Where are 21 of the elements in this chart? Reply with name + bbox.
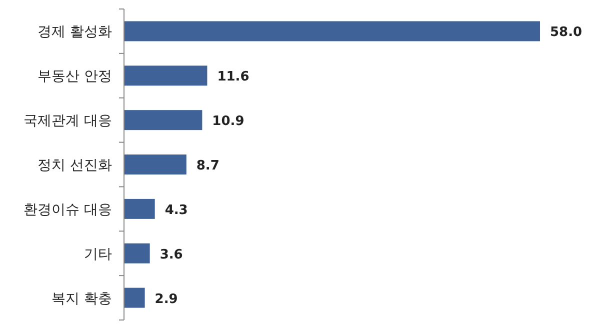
bar bbox=[124, 66, 208, 86]
bar bbox=[124, 198, 155, 219]
bar bbox=[124, 243, 150, 264]
bar bbox=[124, 21, 540, 42]
y-tick-label: 정치 선진화 bbox=[38, 158, 112, 174]
bar bbox=[124, 288, 145, 308]
y-tick-label: 환경이슈 대응 bbox=[24, 202, 112, 218]
y-tick-label: 기타 bbox=[84, 246, 112, 262]
y-tick-label: 부동산 안정 bbox=[38, 68, 112, 85]
data-label: 4.3 bbox=[164, 202, 188, 218]
y-tick-label: 복지 확충 bbox=[52, 290, 112, 307]
data-label: 3.6 bbox=[160, 247, 183, 262]
bar bbox=[124, 154, 186, 174]
data-label: 2.9 bbox=[154, 292, 178, 307]
data-label: 10.9 bbox=[212, 114, 244, 130]
data-label: 8.7 bbox=[196, 158, 220, 174]
bar bbox=[124, 110, 202, 130]
data-label: 11.6 bbox=[217, 70, 250, 85]
data-label: 58.0 bbox=[550, 25, 582, 40]
y-tick-label: 국제관계 대응 bbox=[24, 113, 112, 130]
y-tick-label: 경제 활성화 bbox=[38, 24, 112, 40]
